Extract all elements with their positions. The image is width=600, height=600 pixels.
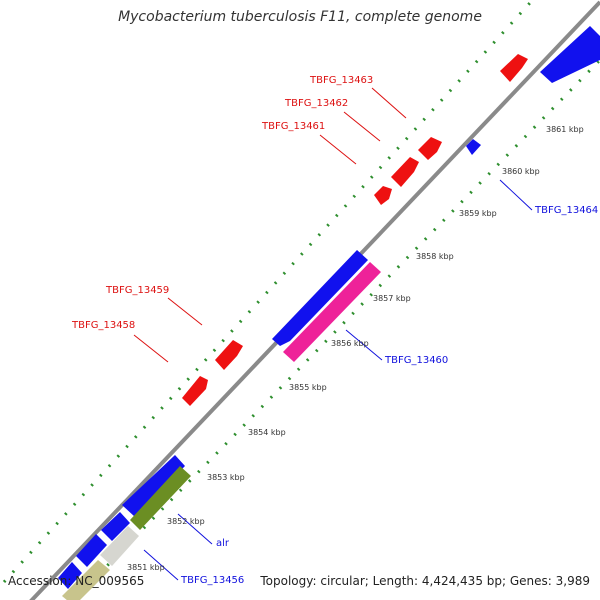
genome-summary: Topology: circular; Length: 4,424,435 bp…: [260, 574, 590, 588]
gene-label[interactable]: TBFG_13463: [310, 75, 374, 86]
tick-label: 3852 kbp: [167, 517, 205, 526]
gene-arrow[interactable]: [418, 137, 442, 160]
tick-label: 3854 kbp: [248, 428, 286, 437]
gene-leader-line: [371, 87, 407, 119]
tick-label: 3860 kbp: [502, 167, 540, 176]
gene-label[interactable]: TBFG_13456: [181, 575, 245, 586]
tick-label: 3856 kbp: [331, 339, 369, 348]
feature-bar[interactable]: [62, 560, 110, 600]
feature-bar[interactable]: [100, 526, 139, 566]
gene-arrow[interactable]: [500, 54, 528, 82]
tick-label: 3851 kbp: [127, 563, 165, 572]
gene-arrow[interactable]: [272, 250, 368, 346]
gene-leader-line: [143, 549, 179, 581]
gene-label[interactable]: TBFG_13464: [535, 205, 599, 216]
gene-arrow[interactable]: [122, 455, 185, 517]
gene-leader-line: [319, 134, 357, 165]
tick-label: 3861 kbp: [546, 125, 584, 134]
gene-arrow[interactable]: [76, 534, 107, 567]
gene-arrow[interactable]: [540, 26, 600, 83]
tick-label: 3859 kbp: [459, 209, 497, 218]
gene-leader-line: [177, 513, 213, 545]
tick-label: 3857 kbp: [373, 294, 411, 303]
feature-bar[interactable]: [283, 262, 381, 362]
gene-label[interactable]: TBFG_13459: [106, 285, 170, 296]
gene-arrow[interactable]: [58, 562, 82, 589]
gene-label[interactable]: TBFG_13458: [72, 320, 136, 331]
gene-label[interactable]: TBFG_13461: [262, 121, 326, 132]
outer-tick-track: [2, 0, 535, 584]
gene-leader-line: [133, 334, 169, 363]
feature-bar[interactable]: [130, 466, 191, 530]
map-title: Mycobacterium tuberculosis F11, complete…: [118, 9, 482, 25]
gene-leader-line: [167, 297, 203, 326]
gene-arrow[interactable]: [101, 512, 130, 541]
gene-label[interactable]: TBFG_13462: [285, 98, 349, 109]
gene-arrow[interactable]: [374, 186, 392, 205]
gene-arrow[interactable]: [391, 157, 419, 187]
tick-label: 3853 kbp: [207, 473, 245, 482]
gene-arrow[interactable]: [466, 139, 481, 155]
gene-arrow[interactable]: [215, 340, 243, 370]
gene-arrow[interactable]: [182, 376, 208, 406]
gene-label[interactable]: alr: [216, 538, 230, 549]
gene-label[interactable]: TBFG_13460: [385, 355, 449, 366]
gene-leader-line: [345, 329, 383, 361]
accession-text: Accession: NC_009565: [8, 574, 145, 588]
tick-label: 3858 kbp: [416, 252, 454, 261]
tick-label: 3855 kbp: [289, 383, 327, 392]
gene-leader-line: [499, 179, 533, 211]
gene-leader-line: [343, 111, 381, 142]
